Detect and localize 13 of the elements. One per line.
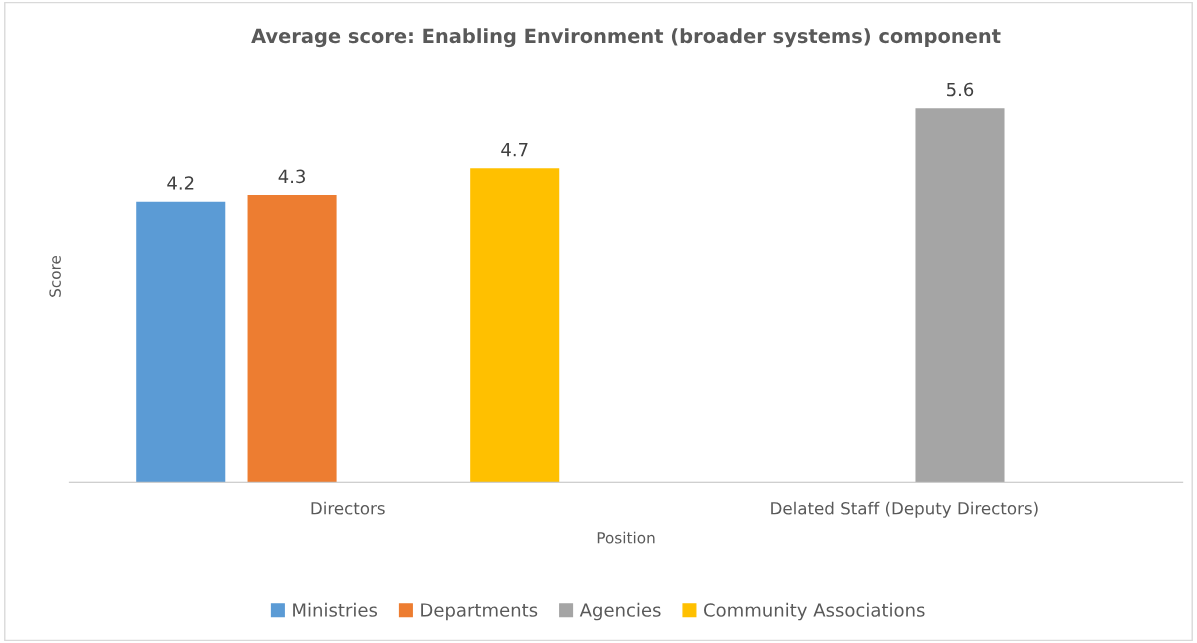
data-label: 4.2 xyxy=(167,176,194,190)
chart-title: Average score: Enabling Environment (broader systems) component xyxy=(251,28,1001,48)
legend-label: Agencies xyxy=(579,602,661,621)
x-tick-label: Directors xyxy=(311,501,385,515)
legend-label: Departments xyxy=(421,603,538,621)
x-axis-title: Position xyxy=(597,531,655,544)
data-label: 4.3 xyxy=(278,169,305,184)
y-axis-title: Score xyxy=(49,255,61,297)
legend-label: Ministries xyxy=(293,602,378,617)
data-label: 5.6 xyxy=(947,82,974,97)
legend-label: Community Associations xyxy=(704,602,925,621)
data-label: 4.7 xyxy=(501,143,528,157)
x-tick-label: Delated Staff (Deputy Directors) xyxy=(771,501,1038,518)
